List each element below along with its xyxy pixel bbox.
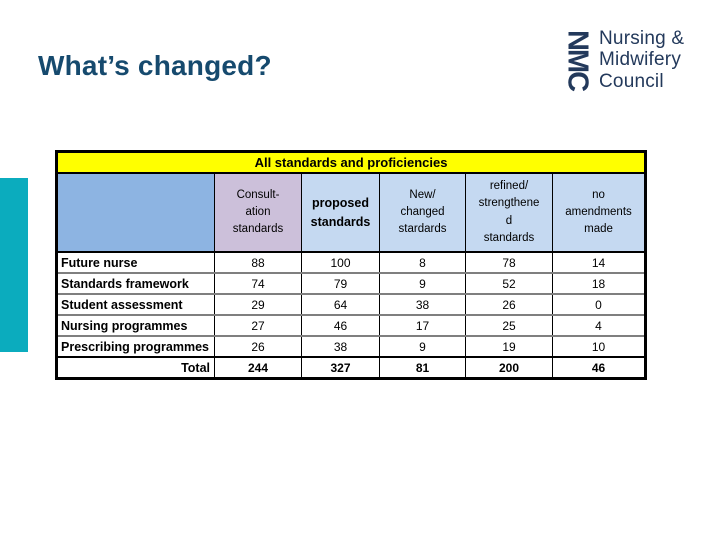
table-row-future-nurse: Future nurse 88 100 8 78 14	[56, 251, 646, 273]
cell-value: 9	[379, 272, 466, 294]
cell-value: 19	[465, 335, 553, 357]
table-row-standards-framework: Standards framework 74 79 9 52 18	[56, 272, 646, 294]
table-row-prescribing-programmes: Prescribing programmes 26 38 9 19 10	[56, 335, 646, 357]
table-total-row: Total 244 327 81 200 46	[56, 356, 646, 379]
cell-value: 25	[465, 314, 553, 336]
col-header-consultation-standards: Consult- ation standards	[214, 173, 302, 253]
cell-value: 29	[214, 293, 302, 315]
cell-value: 10	[551, 335, 646, 357]
cell-value: 27	[214, 314, 302, 336]
logo-line: Council	[599, 70, 664, 92]
page-title: What’s changed?	[38, 50, 272, 81]
logo-line: Nursing &	[599, 27, 685, 49]
table-row-nursing-programmes: Nursing programmes 27 46 17 25 4	[56, 314, 646, 336]
left-accent-bar	[0, 178, 28, 352]
nmc-logo-text: Nursing & Midwifery Council	[593, 28, 684, 92]
cell-value: 38	[301, 335, 380, 357]
col-header-proposed-standards: proposed standards	[301, 173, 380, 253]
cell-value: 78	[465, 251, 553, 273]
logo-line: Midwifery	[599, 49, 682, 71]
cell-value: 17	[379, 314, 466, 336]
table-row-student-assessment: Student assessment 29 64 38 26 0	[56, 293, 646, 315]
nmc-logo: NMC Nursing & Midwifery Council	[561, 24, 685, 96]
standards-table: All standards and proficiencies Consult-…	[55, 150, 648, 380]
cell-value: 14	[551, 251, 646, 273]
nmc-logo-mark: NMC	[561, 24, 594, 96]
col-header-refined-strengthened-standards: refined/ strengthene d standards	[465, 173, 553, 253]
row-label: Student assessment	[56, 293, 215, 315]
cell-value: 26	[465, 293, 553, 315]
total-value: 244	[214, 356, 302, 379]
cell-value: 0	[551, 293, 646, 315]
row-label: Nursing programmes	[56, 314, 215, 336]
total-value: 200	[465, 356, 553, 379]
corner-cell	[56, 173, 215, 253]
cell-value: 52	[465, 272, 553, 294]
cell-value: 100	[301, 251, 380, 273]
table-header-row: Consult- ation standards proposed standa…	[56, 173, 646, 253]
col-header-new-changed-standards: New/ changed stardards	[379, 173, 466, 253]
total-value: 327	[301, 356, 380, 379]
cell-value: 79	[301, 272, 380, 294]
cell-value: 8	[379, 251, 466, 273]
row-label: Standards framework	[56, 272, 215, 294]
nmc-acronym: NMC	[561, 29, 594, 91]
total-label: Total	[56, 356, 215, 379]
cell-value: 38	[379, 293, 466, 315]
row-label: Future nurse	[56, 251, 215, 273]
table-title: All standards and proficiencies	[56, 151, 646, 174]
total-value: 81	[379, 356, 466, 379]
cell-value: 74	[214, 272, 302, 294]
table-title-row: All standards and proficiencies	[56, 151, 646, 174]
cell-value: 46	[301, 314, 380, 336]
col-header-no-amendments-made: no amendments made	[551, 173, 646, 253]
cell-value: 18	[551, 272, 646, 294]
cell-value: 64	[301, 293, 380, 315]
row-label: Prescribing programmes	[56, 335, 215, 357]
cell-value: 26	[214, 335, 302, 357]
cell-value: 4	[551, 314, 646, 336]
cell-value: 88	[214, 251, 302, 273]
cell-value: 9	[379, 335, 466, 357]
total-value: 46	[551, 356, 646, 379]
